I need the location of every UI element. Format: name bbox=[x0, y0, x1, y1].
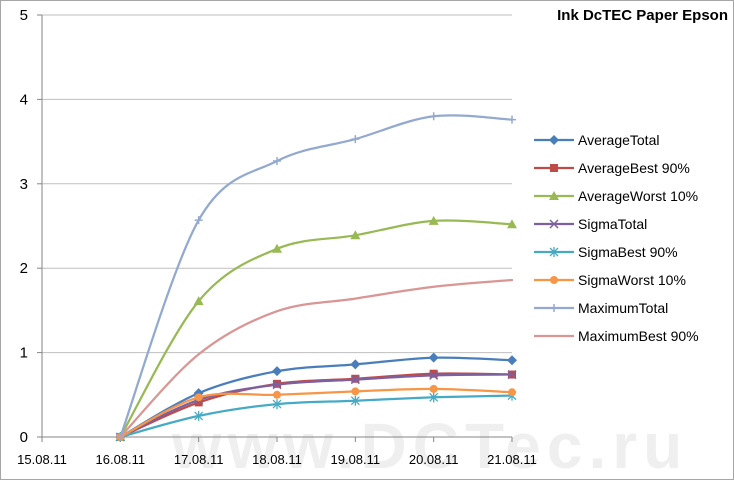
data-point-6-3 bbox=[273, 157, 281, 166]
legend-item-1: AverageBest 90% bbox=[534, 160, 690, 176]
legend-label-1: AverageBest 90% bbox=[578, 160, 690, 176]
data-point-1-2 bbox=[194, 398, 203, 407]
data-point-6-4 bbox=[351, 135, 360, 144]
legend-label-0: AverageTotal bbox=[578, 132, 659, 148]
x-tick-label-20.08.11: 20.08.11 bbox=[409, 452, 459, 467]
series-maximumtotal bbox=[116, 112, 516, 441]
series-line-3 bbox=[119, 373, 514, 439]
data-point-4-5 bbox=[429, 392, 439, 403]
data-point-3-5 bbox=[429, 370, 439, 380]
legend-label-2: AverageWorst 10% bbox=[578, 188, 698, 204]
data-point-0-3 bbox=[272, 366, 282, 377]
y-tick-label-4: 4 bbox=[20, 91, 28, 108]
y-tick-label-5: 5 bbox=[20, 7, 28, 24]
legend-item-2: AverageWorst 10% bbox=[534, 188, 698, 204]
data-point-6-2 bbox=[194, 216, 203, 225]
x-tick-label-16.08.11: 16.08.11 bbox=[96, 452, 146, 467]
legend-marker-1 bbox=[550, 164, 558, 172]
data-point-5-6 bbox=[508, 388, 516, 397]
legend-marker-4 bbox=[549, 247, 559, 257]
series-sigmaworst-10- bbox=[116, 384, 516, 441]
legend-item-0: AverageTotal bbox=[534, 132, 659, 148]
data-point-0-6 bbox=[507, 355, 517, 366]
data-point-1-5 bbox=[429, 369, 438, 378]
legend-marker-0 bbox=[549, 135, 559, 145]
chart-title: Ink DcTEC Paper Epson bbox=[557, 7, 728, 24]
data-point-4-3 bbox=[272, 399, 282, 410]
series-line-5 bbox=[119, 387, 514, 439]
data-point-3-4 bbox=[350, 375, 360, 385]
y-tick-label-3: 3 bbox=[20, 176, 28, 193]
legend-item-4: SigmaBest 90% bbox=[534, 244, 678, 260]
legend-label-7: MaximumBest 90% bbox=[578, 328, 699, 344]
data-point-3-6 bbox=[507, 370, 517, 380]
watermark: www.DCTec.ru bbox=[171, 410, 689, 480]
series-averageworst-10- bbox=[115, 215, 517, 441]
x-tick-label-21.08.11: 21.08.11 bbox=[487, 452, 537, 467]
legend-label-3: SigmaTotal bbox=[578, 216, 647, 232]
x-tick-label-17.08.11: 17.08.11 bbox=[174, 452, 224, 467]
data-point-5-4 bbox=[351, 387, 360, 396]
legend-label-6: MaximumTotal bbox=[578, 300, 668, 316]
legend-item-6: MaximumTotal bbox=[534, 300, 668, 316]
legend-marker-6 bbox=[550, 304, 558, 312]
x-tick-label-18.08.11: 18.08.11 bbox=[252, 452, 302, 467]
legend-marker-5 bbox=[550, 276, 558, 284]
y-tick-label-1: 1 bbox=[20, 345, 28, 362]
data-point-6-6 bbox=[508, 115, 516, 124]
legend-item-3: SigmaTotal bbox=[534, 216, 647, 232]
data-point-0-4 bbox=[350, 359, 361, 370]
legend-item-5: SigmaWorst 10% bbox=[534, 272, 686, 288]
data-point-0-5 bbox=[428, 352, 439, 363]
series-line-7 bbox=[119, 278, 514, 439]
series-line-4 bbox=[119, 394, 514, 439]
x-tick-label-19.08.11: 19.08.11 bbox=[331, 452, 381, 467]
data-point-2-6 bbox=[507, 219, 517, 229]
data-point-2-5 bbox=[428, 215, 439, 225]
data-point-5-2 bbox=[194, 393, 203, 402]
data-point-2-4 bbox=[350, 230, 361, 240]
data-point-3-3 bbox=[272, 380, 282, 390]
legend-label-5: SigmaWorst 10% bbox=[578, 272, 686, 288]
series-maximumbest-90- bbox=[119, 278, 514, 439]
legend-label-4: SigmaBest 90% bbox=[578, 244, 678, 260]
data-point-4-2 bbox=[194, 410, 204, 421]
data-point-2-3 bbox=[272, 243, 282, 253]
y-tick-label-2: 2 bbox=[20, 260, 28, 277]
data-point-5-5 bbox=[429, 384, 438, 393]
y-tick-label-0: 0 bbox=[20, 429, 28, 446]
legend-marker-3 bbox=[549, 219, 559, 229]
data-point-4-4 bbox=[350, 395, 360, 406]
data-point-2-2 bbox=[193, 296, 204, 306]
data-point-6-5 bbox=[429, 112, 438, 121]
legend-item-7: MaximumBest 90% bbox=[534, 328, 699, 344]
legend-marker-2 bbox=[549, 191, 559, 200]
data-point-5-3 bbox=[273, 390, 281, 399]
x-tick-label-15.08.11: 15.08.11 bbox=[17, 452, 67, 467]
